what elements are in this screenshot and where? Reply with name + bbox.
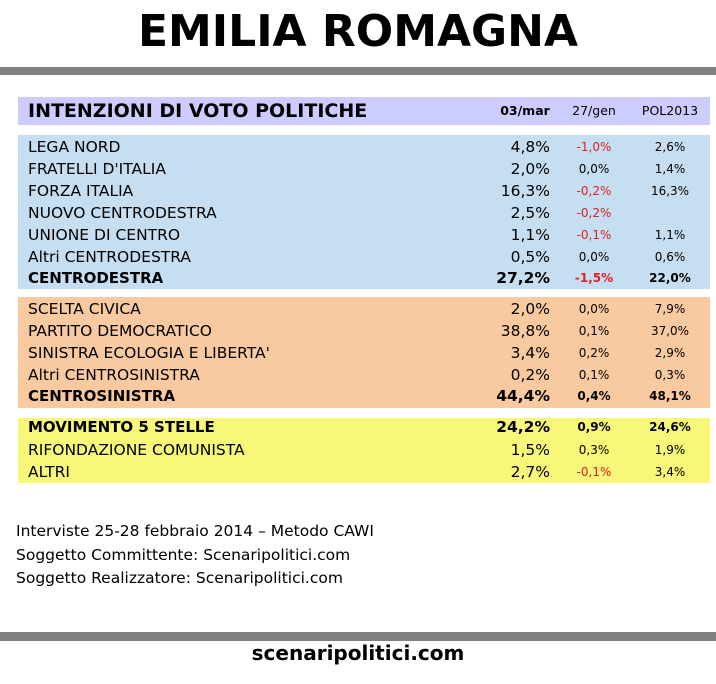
table-total-row: MOVIMENTO 5 STELLE 24,2% 0,9% 24,6% [18,416,710,438]
party-name: PARTITO DEMOCRATICO [28,322,212,340]
party-name: FRATELLI D'ITALIA [28,160,166,178]
value-current: 1,1% [510,226,550,244]
column-header-election: POL2013 [641,103,699,118]
value-current: 38,8% [500,322,550,340]
table-total-row: CENTROSINISTRA 44,4% 0,4% 48,1% [18,385,710,407]
value-change: 0,9% [577,420,611,434]
value-change: -0,1% [576,465,612,479]
table-row: Altri CENTRODESTRA 0,5% 0,0% 0,6% [18,246,710,268]
party-name: SINISTRA ECOLOGIA E LIBERTA' [28,344,270,362]
party-name: FORZA ITALIA [28,182,134,200]
party-name: ALTRI [28,463,70,481]
value-election: 37,0% [650,324,690,338]
party-name: SCELTA CIVICA [28,300,141,318]
table-row: SINISTRA ECOLOGIA E LIBERTA' 3,4% 0,2% 2,9% [18,342,710,364]
value-change: -1,5% [574,271,614,285]
value-election: 0,6% [654,250,686,264]
value-election: 24,6% [649,420,691,434]
value-change: 0,2% [578,346,610,360]
survey-info: Interviste 25-28 febbraio 2014 – Metodo … [16,522,374,540]
value-election: 48,1% [649,389,691,403]
party-name: CENTROSINISTRA [28,387,176,405]
table-row: FRATELLI D'ITALIA 2,0% 0,0% 1,4% [18,158,710,180]
table-row: PARTITO DEMOCRATICO 38,8% 0,1% 37,0% [18,320,710,342]
party-name: NUOVO CENTRODESTRA [28,204,217,222]
column-header-previous: 27/gen [572,103,616,118]
value-election: 2,6% [654,140,686,154]
table-row: FORZA ITALIA 16,3% -0,2% 16,3% [18,180,710,202]
value-current: 4,8% [510,138,550,156]
value-election: 1,9% [654,443,686,457]
value-change: -1,0% [576,140,612,154]
table-heading: INTENZIONI DI VOTO POLITICHE [28,100,368,122]
group-centrodestra: LEGA NORD 4,8% -1,0% 2,6% FRATELLI D'ITALIA 2… [18,135,710,289]
top-divider [0,67,716,75]
value-change: 0,1% [578,368,610,382]
value-current: 16,3% [500,182,550,200]
table-header: INTENZIONI DI VOTO POLITICHE 03/mar 27/g… [18,97,710,125]
value-current: 2,5% [510,204,550,222]
value-current: 2,0% [510,160,550,178]
table-total-row: CENTRODESTRA 27,2% -1,5% 22,0% [18,267,710,289]
value-election: 1,4% [654,162,686,176]
column-header-current: 03/mar [500,103,550,118]
producer-info: Soggetto Realizzatore: Scenaripolitici.c… [16,569,343,587]
party-name: UNIONE DI CENTRO [28,226,181,244]
value-current: 24,2% [496,418,550,436]
party-name: MOVIMENTO 5 STELLE [28,418,215,436]
value-current: 27,2% [496,269,550,287]
group-others: MOVIMENTO 5 STELLE 24,2% 0,9% 24,6% RIFONDAZ… [18,418,710,483]
value-change: 0,0% [578,162,610,176]
value-change: 0,0% [578,250,610,264]
party-name: Altri CENTRODESTRA [28,248,192,266]
value-current: 0,2% [510,366,550,384]
footer-site: scenaripolitici.com [251,641,465,665]
group-centrosinistra: SCELTA CIVICA 2,0% 0,0% 7,9% PARTITO DEMOCRA… [18,297,710,408]
value-current: 44,4% [496,387,550,405]
party-name: RIFONDAZIONE COMUNISTA [28,441,245,459]
value-current: 3,4% [510,344,550,362]
value-election: 0,3% [654,368,686,382]
value-election: 7,9% [654,302,686,316]
value-change: 0,0% [578,302,610,316]
value-change: -0,2% [576,184,612,198]
value-election: 3,4% [654,465,686,479]
party-name: Altri CENTROSINISTRA [28,366,200,384]
table-row: Altri CENTROSINISTRA 0,2% 0,1% 0,3% [18,364,710,386]
value-election: 16,3% [650,184,690,198]
table-row: SCELTA CIVICA 2,0% 0,0% 7,9% [18,298,710,320]
bottom-divider [0,632,716,641]
party-name: CENTRODESTRA [28,269,164,287]
value-election: 1,1% [654,228,686,242]
party-name: LEGA NORD [28,138,121,156]
value-change: 0,3% [578,443,610,457]
table-row: RIFONDAZIONE COMUNISTA 1,5% 0,3% 1,9% [18,439,710,461]
table-row: NUOVO CENTRODESTRA 2,5% -0,2% [18,202,710,224]
table-row: LEGA NORD 4,8% -1,0% 2,6% [18,136,710,158]
value-current: 0,5% [510,248,550,266]
value-election: 22,0% [649,271,691,285]
value-change: 0,1% [578,324,610,338]
value-change: -0,1% [576,228,612,242]
value-current: 2,0% [510,300,550,318]
page-title: EMILIA ROMAGNA [137,6,579,57]
table-row: UNIONE DI CENTRO 1,1% -0,1% 1,1% [18,224,710,246]
value-current: 1,5% [510,441,550,459]
client-info: Soggetto Committente: Scenaripolitici.co… [16,546,351,564]
value-change: 0,4% [577,389,611,403]
value-current: 2,7% [510,463,550,481]
table-row: ALTRI 2,7% -0,1% 3,4% [18,461,710,483]
value-change: -0,2% [576,206,612,220]
value-election: 2,9% [654,346,686,360]
